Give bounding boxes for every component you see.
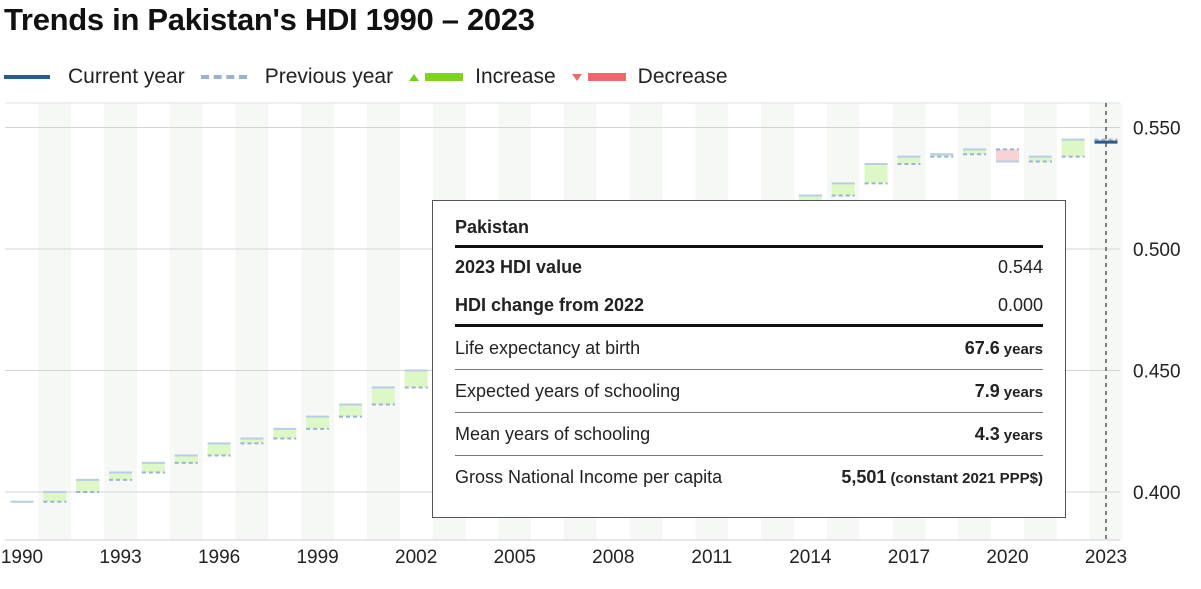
indicator-value: 4.3 (974, 423, 1000, 444)
x-tick-label: 2005 (494, 547, 536, 568)
triangle-down-icon (571, 73, 582, 81)
x-tick-label: 2011 (691, 547, 732, 568)
axes: 0.400 0.450 0.500 0.550 1990 1993 1996 1999 2002… (1, 103, 1181, 568)
change-bar (404, 370, 428, 388)
tooltip-change-row: HDI change from 2022 0.000 (455, 286, 1043, 327)
x-tick-label: 2017 (888, 547, 930, 568)
legend-increase-label: Increase (475, 65, 556, 88)
tooltip-indicator-row: Life expectancy at birth 67.6 years (455, 327, 1043, 370)
legend-current[interactable]: Current year (4, 65, 185, 89)
year-band (169, 103, 203, 540)
tooltip-indicator-row: Mean years of schooling 4.3 years (455, 413, 1043, 456)
indicator-label: Expected years of schooling (455, 380, 681, 401)
change-bar (240, 438, 264, 444)
year-band (366, 103, 400, 540)
change-bar (930, 154, 954, 157)
change-bar (1028, 156, 1052, 162)
y-tick-label: 0.550 (1133, 119, 1181, 140)
change-bar (43, 492, 67, 502)
indicator-unit: years (1003, 340, 1043, 358)
change-bar (831, 183, 855, 196)
indicator-unit: years (1003, 383, 1043, 401)
x-tick-label: 2023 (1085, 547, 1127, 568)
indicator-label: Life expectancy at birth (455, 337, 641, 358)
year-band (104, 103, 137, 540)
change-bar (174, 455, 198, 463)
x-tick-label: 2014 (789, 547, 832, 568)
legend-previous[interactable]: Previous year (200, 65, 394, 89)
change-bar (338, 404, 362, 417)
change-bar (963, 149, 987, 155)
decrease-swatch (571, 73, 626, 81)
change-bar (141, 462, 165, 473)
tooltip-change-value: 0.000 (997, 294, 1043, 315)
legend-decrease-label: Decrease (637, 65, 728, 88)
legend: Current year Previous year Increase Decr… (4, 62, 744, 92)
change-bar (864, 163, 888, 184)
change-bar (207, 443, 231, 456)
indicator-unit: (constant 2021 PPP$) (890, 469, 1043, 487)
y-tick-label: 0.450 (1133, 362, 1181, 383)
change-bar (306, 416, 330, 429)
legend-decrease[interactable]: Decrease (571, 65, 728, 89)
tooltip-hdi-label: 2023 HDI value (455, 256, 583, 277)
x-tick-label: 2008 (592, 547, 634, 568)
change-bar (995, 149, 1019, 162)
x-tick-label: 1993 (99, 547, 141, 568)
indicator-value: 7.9 (974, 380, 1000, 401)
indicator-value: 67.6 (964, 337, 1000, 358)
triangle-up-icon (409, 73, 420, 81)
change-bar (76, 479, 100, 492)
tooltip-indicator-row: Expected years of schooling 7.9 years (455, 370, 1043, 413)
year-band (38, 103, 72, 540)
tooltip-hdi-value: 0.544 (997, 256, 1043, 277)
change-bar (371, 387, 395, 405)
x-tick-label: 2002 (395, 547, 437, 568)
change-bar (897, 156, 921, 164)
indicator-value: 5,501 (841, 466, 887, 487)
increase-swatch (409, 73, 464, 81)
year-band (235, 103, 269, 540)
year-band (301, 103, 335, 540)
indicator-label: Mean years of schooling (455, 423, 651, 444)
x-tick-label: 1996 (198, 547, 240, 568)
y-tick-label: 0.500 (1133, 240, 1181, 261)
change-bar (109, 472, 133, 480)
current-year-swatch (4, 75, 50, 79)
legend-previous-label: Previous year (264, 65, 394, 88)
x-tick-label: 2020 (986, 547, 1028, 568)
legend-current-label: Current year (68, 65, 185, 88)
change-bar (273, 428, 297, 439)
tooltip-indicator-row: Gross National Income per capita 5,501 (c… (455, 456, 1043, 498)
indicator-unit: years (1003, 426, 1043, 444)
previous-year-swatch (200, 75, 247, 79)
x-tick-label: 1999 (296, 547, 338, 568)
hdi-tooltip: Pakistan 2023 HDI value 0.544 HDI change… (432, 200, 1066, 518)
chart-title: Trends in Pakistan's HDI 1990 – 2023 (4, 2, 535, 37)
indicator-label: Gross National Income per capita (455, 466, 723, 487)
change-bar (1061, 139, 1085, 157)
increase-bar-swatch (425, 73, 464, 81)
tooltip-change-label: HDI change from 2022 (455, 294, 645, 315)
x-tick-label: 1990 (1, 547, 43, 568)
tooltip-country: Pakistan (455, 215, 1043, 248)
decrease-bar-swatch (587, 73, 626, 81)
tooltip-hdi-row: 2023 HDI value 0.544 (455, 248, 1043, 286)
y-tick-label: 0.400 (1133, 483, 1181, 504)
legend-increase[interactable]: Increase (409, 65, 556, 89)
